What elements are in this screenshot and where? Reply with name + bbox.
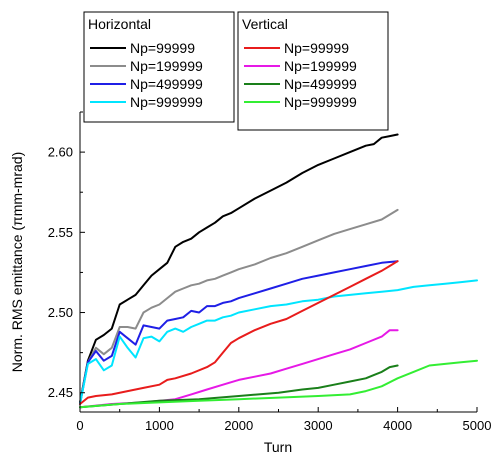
legend-entry: Np=499999 [130,76,203,92]
series-line-horizontal-2 [79,260,399,405]
y-ticks: 2.45 2.50 2.55 2.60 [48,111,85,400]
series-line-vertical-4 [79,260,399,405]
x-tick-label: 1000 [145,418,174,433]
legend-entry: Np=199999 [130,58,203,74]
x-axis-label: Turn [264,439,292,455]
x-tick-label: 5000 [463,418,492,433]
y-tick-label: 2.45 [48,385,73,400]
y-axis-label: Norm. RMS emittance (πmm-mrad) [9,152,25,372]
legend-entry: Np=999999 [284,94,357,110]
y-tick-label: 2.55 [48,225,73,240]
legend-entry: Np=99999 [284,40,349,56]
legend-title: Vertical [242,16,288,32]
legend-entry: Np=999999 [130,94,203,110]
y-tick-label: 2.50 [48,305,73,320]
series-line-horizontal-0 [79,133,399,404]
legend-entry: Np=199999 [284,58,357,74]
legend-entry: Np=99999 [130,40,195,56]
x-tick-label: 3000 [304,418,333,433]
y-tick-label: 2.60 [48,145,73,160]
legend-box-vertical [237,11,389,131]
series-layer [79,133,478,409]
x-tick-label: 4000 [383,418,412,433]
x-tick-label: 2000 [224,418,253,433]
legend-entry: Np=499999 [284,76,357,92]
series-line-horizontal-3 [79,279,478,405]
legend-layer: Horizontal Np=99999 Np=199999 Np=499999 Np=9… [83,11,389,131]
x-ticks: 0 1000 2000 3000 4000 5000 [76,407,491,433]
series-line-vertical-6 [79,364,399,409]
series-line-vertical-7 [79,359,478,409]
series-line-horizontal-1 [79,208,399,405]
x-tick-label: 0 [76,418,83,433]
legend-title: Horizontal [88,16,151,32]
